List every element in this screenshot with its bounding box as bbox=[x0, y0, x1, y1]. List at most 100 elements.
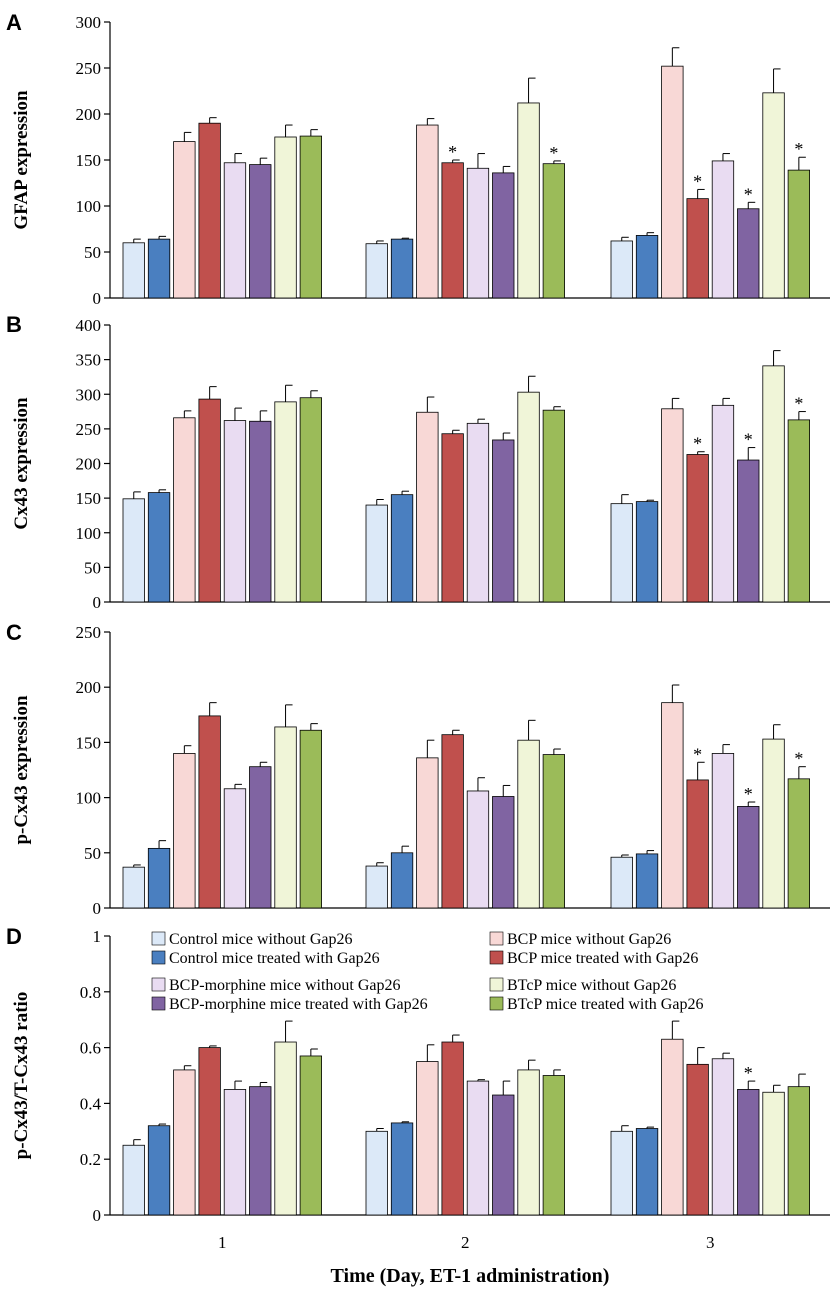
bar bbox=[686, 779, 709, 909]
bar bbox=[274, 726, 297, 909]
y-tick-label: 150 bbox=[76, 489, 102, 508]
y-tick-label: 100 bbox=[76, 789, 102, 808]
bar bbox=[173, 753, 196, 909]
x-tick-label: 1 bbox=[218, 1233, 227, 1252]
bar bbox=[787, 169, 810, 299]
bar bbox=[711, 1058, 735, 1216]
bar bbox=[173, 1069, 196, 1216]
legend-label: BCP mice without Gap26 bbox=[507, 931, 671, 948]
y-tick-label: 0.4 bbox=[80, 1094, 102, 1113]
bar bbox=[542, 1075, 565, 1216]
bar bbox=[390, 1122, 414, 1216]
bar bbox=[711, 753, 735, 909]
y-tick-label: 50 bbox=[84, 558, 101, 577]
x-tick-label: 2 bbox=[461, 1233, 470, 1252]
significance-mark: * bbox=[448, 142, 457, 162]
y-axis-title: Cx43 expression bbox=[11, 397, 32, 530]
bar bbox=[661, 408, 684, 603]
bar bbox=[122, 866, 145, 909]
significance-mark: * bbox=[744, 1063, 753, 1083]
legend-swatch bbox=[489, 950, 504, 965]
significance-mark: * bbox=[693, 434, 702, 454]
bar bbox=[223, 788, 247, 909]
legend-label: Control mice treated with Gap26 bbox=[169, 950, 380, 967]
bar bbox=[223, 420, 247, 603]
bar bbox=[274, 136, 297, 299]
legend-label: Control mice without Gap26 bbox=[169, 931, 353, 948]
significance-mark: * bbox=[744, 784, 753, 804]
bar bbox=[365, 865, 388, 909]
bar bbox=[787, 1086, 810, 1216]
legend-swatch bbox=[151, 996, 166, 1011]
bar bbox=[635, 235, 659, 299]
legend-label: BTcP mice without Gap26 bbox=[507, 977, 676, 994]
y-tick-label: 250 bbox=[76, 623, 102, 642]
bar bbox=[198, 398, 221, 603]
bar bbox=[762, 365, 785, 603]
y-tick-label: 0 bbox=[93, 899, 102, 918]
y-tick-label: 100 bbox=[76, 197, 102, 216]
y-tick-label: 0.8 bbox=[80, 983, 101, 1002]
bar bbox=[711, 404, 735, 603]
bar bbox=[762, 738, 785, 909]
bar bbox=[661, 702, 684, 909]
bar bbox=[610, 1130, 633, 1216]
x-axis-title: Time (Day, ET-1 administration) bbox=[331, 1265, 610, 1287]
bar bbox=[147, 847, 171, 909]
y-tick-label: 0 bbox=[93, 289, 102, 308]
y-tick-label: 150 bbox=[76, 733, 102, 752]
y-tick-label: 200 bbox=[76, 678, 102, 697]
bar bbox=[416, 757, 439, 909]
panel-letter-B: B bbox=[6, 312, 22, 337]
bar bbox=[299, 135, 323, 299]
y-tick-label: 50 bbox=[84, 844, 101, 863]
bar bbox=[762, 1091, 785, 1216]
bar bbox=[517, 1069, 540, 1216]
bar bbox=[249, 420, 272, 603]
bar bbox=[365, 504, 388, 603]
y-tick-label: 0 bbox=[93, 1206, 102, 1225]
y-tick-label: 200 bbox=[76, 455, 102, 474]
bar bbox=[737, 208, 760, 299]
bar bbox=[492, 172, 515, 299]
bar bbox=[542, 409, 565, 603]
y-axis-title: p-Cx43/T-Cx43 ratio bbox=[11, 992, 32, 1160]
bar bbox=[441, 162, 464, 299]
legend-label: BTcP mice treated with Gap26 bbox=[507, 996, 703, 1013]
bar bbox=[249, 766, 272, 909]
y-tick-label: 100 bbox=[76, 524, 102, 543]
bar bbox=[416, 411, 439, 603]
panel-letter-D: D bbox=[6, 924, 22, 949]
bar bbox=[492, 796, 515, 909]
bar bbox=[390, 238, 414, 299]
significance-mark: * bbox=[794, 139, 803, 159]
bar bbox=[610, 240, 633, 299]
bar bbox=[517, 739, 540, 909]
bar bbox=[122, 498, 145, 603]
legend-swatch bbox=[489, 977, 504, 992]
legend-swatch bbox=[489, 931, 504, 946]
bar bbox=[661, 65, 684, 299]
legend-label: BCP-morphine mice treated with Gap26 bbox=[169, 996, 428, 1013]
bar bbox=[299, 1055, 323, 1216]
y-tick-label: 300 bbox=[76, 385, 102, 404]
bar bbox=[492, 439, 515, 603]
bar bbox=[686, 454, 709, 603]
legend-swatch bbox=[151, 977, 166, 992]
bar bbox=[173, 141, 196, 299]
bar bbox=[441, 1041, 464, 1216]
bar bbox=[122, 242, 145, 299]
significance-mark: * bbox=[744, 184, 753, 204]
bar bbox=[466, 167, 490, 299]
bar bbox=[223, 1089, 247, 1216]
legend-label: BCP mice treated with Gap26 bbox=[507, 950, 698, 967]
bar bbox=[492, 1094, 515, 1216]
bar bbox=[517, 102, 540, 299]
significance-mark: * bbox=[794, 394, 803, 414]
bar bbox=[441, 734, 464, 909]
bar bbox=[365, 243, 388, 299]
y-tick-label: 1 bbox=[93, 927, 102, 946]
bar bbox=[249, 164, 272, 299]
bar bbox=[737, 806, 760, 909]
y-tick-label: 0.2 bbox=[80, 1150, 101, 1169]
